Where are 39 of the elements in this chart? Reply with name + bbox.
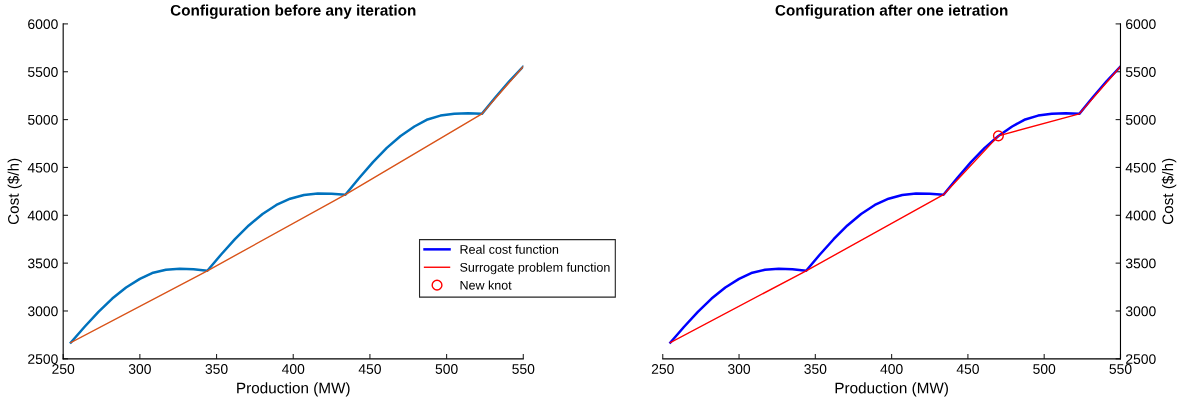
x-tick-label: 500	[1033, 364, 1056, 374]
x-tick-label: 350	[804, 364, 827, 374]
x-axis-title: Production (MW)	[237, 382, 350, 397]
x-tick-label: 550	[1109, 364, 1132, 374]
legend-label: New knot	[460, 280, 512, 290]
y-tick-label: 5000	[27, 114, 58, 125]
y-tick-label: 3000	[27, 306, 58, 317]
y-tick-label: 3500	[1125, 258, 1156, 269]
y-tick-label: 6000	[1126, 19, 1156, 30]
y-tick-label: 5000	[1125, 114, 1156, 125]
x-tick-label: 250	[52, 364, 75, 374]
x-tick-label: 300	[727, 364, 751, 374]
x-tick-label: 350	[205, 364, 228, 374]
y-tick-label: 4500	[1125, 162, 1156, 173]
y-axis-title: Cost ($/h)	[7, 158, 22, 225]
x-tick-label: 250	[651, 364, 674, 374]
y-tick-label: 2500	[1126, 354, 1156, 364]
x-tick-label: 400	[880, 364, 903, 374]
y-axis-title: Cost ($/h)	[1161, 158, 1177, 225]
y-tick-label: 4000	[27, 210, 58, 221]
y-tick-label: 5500	[1125, 67, 1156, 77]
y-tick-label: 4500	[27, 162, 58, 173]
x-axis-title: Production (MW)	[835, 382, 948, 397]
x-tick-label: 500	[435, 364, 458, 374]
legend-label: Surrogate problem function	[460, 262, 610, 275]
y-tick-label: 6000	[28, 19, 58, 30]
y-tick-label: 5500	[27, 67, 58, 77]
chart-title: Configuration before any iteration	[170, 4, 416, 19]
y-tick-label: 2500	[28, 354, 58, 364]
y-tick-label: 3500	[27, 258, 58, 269]
x-tick-label: 450	[956, 364, 979, 374]
x-tick-label: 400	[281, 364, 305, 374]
y-tick-label: 4000	[1125, 210, 1156, 221]
x-tick-label: 300	[128, 364, 151, 374]
chart-title: Configuration after one ietration	[775, 4, 1008, 19]
x-tick-label: 550	[512, 364, 535, 374]
x-tick-label: 450	[358, 364, 381, 374]
legend-label: Real cost function	[460, 244, 559, 254]
y-tick-label: 3000	[1125, 306, 1156, 317]
